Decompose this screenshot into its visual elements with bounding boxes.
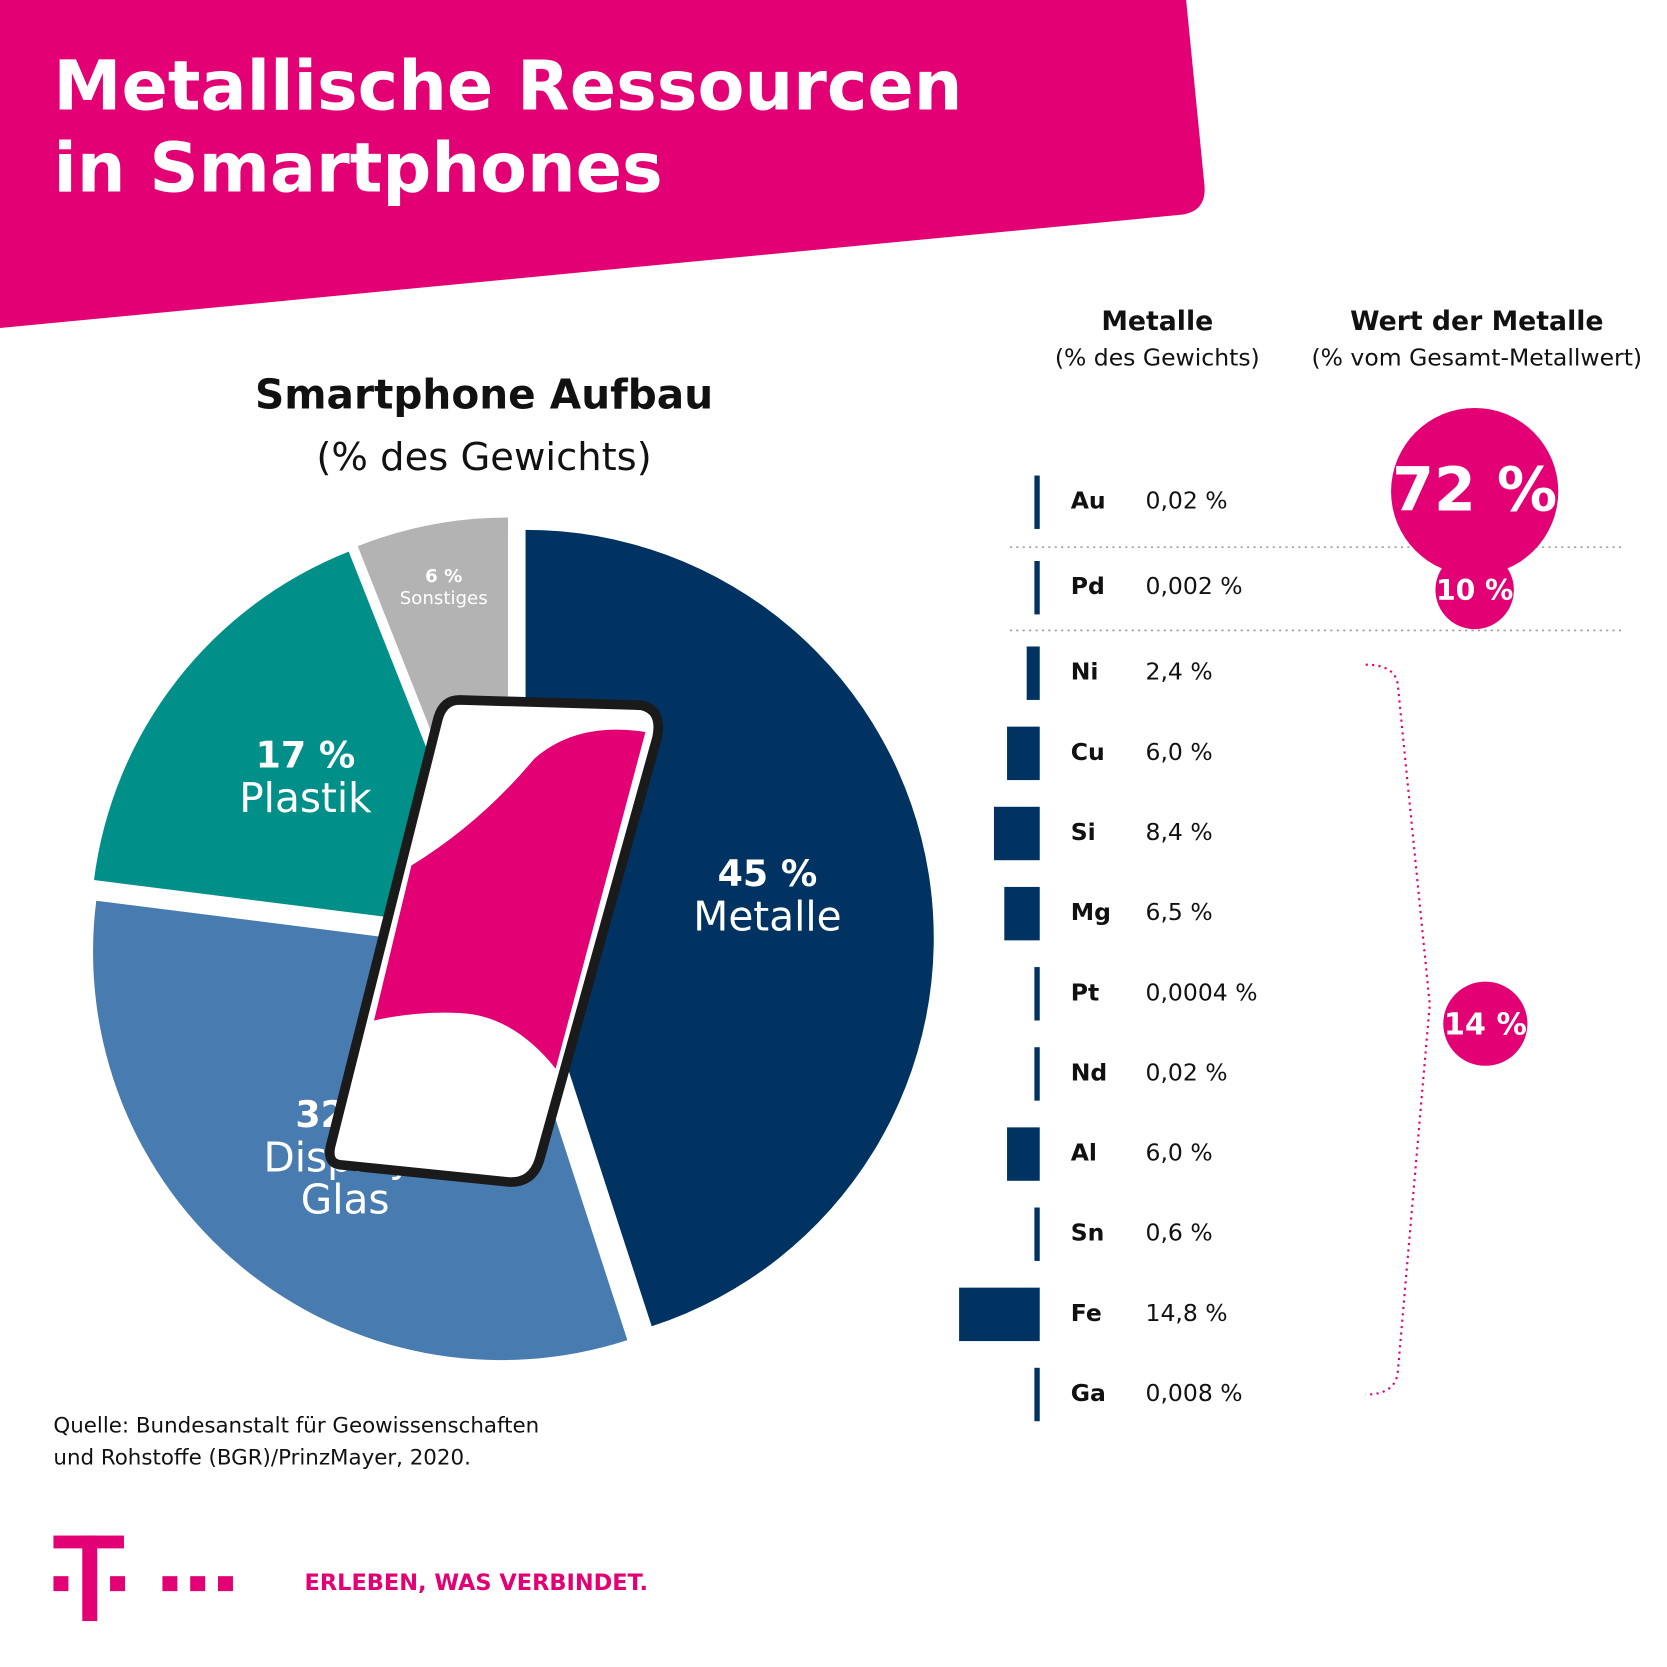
bar (1034, 1207, 1040, 1261)
bar-value-label: 6,0 % (1146, 1139, 1213, 1167)
bar-category-label: Cu (1071, 738, 1105, 766)
bars: Au 0,02 % Pd 0,002 % Ni 2,4 % Cu 6,0 % Si 8,4 % Mg… (959, 475, 1258, 1422)
bar-value-label: 8,4 % (1146, 818, 1213, 846)
bar-value-label: 0,002 % (1146, 572, 1243, 600)
bubble (1435, 550, 1514, 630)
bubble-label: 72 % (1392, 455, 1557, 525)
bar-value-label: 6,5 % (1146, 898, 1213, 926)
bar-title: Metalle (1101, 306, 1213, 337)
bar (1004, 886, 1040, 941)
bar-category-label: Sn (1071, 1219, 1105, 1247)
bar (1034, 475, 1040, 529)
bubble-label: 14 % (1444, 1007, 1527, 1042)
bar-value-label: 0,6 % (1146, 1219, 1213, 1247)
bar-value-label: 0,02 % (1146, 487, 1228, 515)
bar-value-label: 6,0 % (1146, 738, 1213, 766)
pie-subtitle: (% des Gewichts) (316, 435, 651, 480)
bar (1034, 1047, 1040, 1101)
bar-category-label: Pt (1071, 978, 1099, 1006)
phone (324, 695, 663, 1187)
bar-value-label: 0,02 % (1146, 1058, 1228, 1086)
pie-title: Smartphone Aufbau (255, 371, 713, 419)
bubble-title: Wert der Metalle (1350, 306, 1603, 337)
source: und Rohstoffe (BGR)/PrinzMayer, 2020. (53, 1446, 470, 1471)
bar-category-label: Fe (1071, 1299, 1102, 1327)
pie-category-label: Metalle (693, 893, 841, 941)
bar-value-label: 14,8 % (1146, 1299, 1228, 1327)
bar-value-label: 2,4 % (1146, 658, 1213, 686)
title-line: Metallische Ressourcen (53, 47, 962, 126)
bar (993, 806, 1040, 861)
bar (1007, 726, 1040, 781)
pie-value-label: 45 % (718, 852, 818, 895)
bubble (1443, 981, 1528, 1066)
bar-category-label: Mg (1071, 898, 1111, 926)
bar-subtitle: (% des Gewichts) (1055, 344, 1260, 372)
brace (1365, 663, 1431, 1396)
bar-category-label: Ga (1071, 1379, 1106, 1407)
bar-value-label: 0,008 % (1146, 1379, 1243, 1407)
bar-category-label: Al (1071, 1139, 1097, 1167)
bubble-label: 10 % (1436, 574, 1513, 607)
bar (1034, 1367, 1040, 1422)
bar (959, 1287, 1040, 1342)
bar (1007, 1127, 1040, 1181)
pie-value-label: 17 % (256, 733, 356, 776)
bar-category-label: Ni (1071, 658, 1099, 686)
slogan: ERLEBEN, WAS VERBINDET. (305, 1570, 648, 1596)
phone-screen (374, 729, 646, 1069)
bar-category-label: Si (1071, 818, 1096, 846)
bar (1034, 967, 1040, 1021)
pie-slice (93, 551, 499, 932)
pie-category-label: Sonstiges (400, 588, 488, 609)
source: Quelle: Bundesanstalt für Geowissenschaf… (53, 1414, 539, 1439)
bar-category-label: Pd (1071, 572, 1105, 600)
bubbles: 72 % 10 % 14 % (1391, 407, 1559, 1066)
pie-value-label: 6 % (425, 566, 462, 587)
title-line: in Smartphones (53, 130, 662, 209)
logo (53, 1535, 233, 1622)
bubble-subtitle: (% vom Gesamt-Metallwert) (1311, 344, 1642, 372)
bar (1034, 561, 1040, 615)
header-banner (0, 0, 1205, 329)
bubble (1391, 407, 1559, 576)
bar-category-label: Nd (1071, 1058, 1108, 1086)
label-line: Glas (301, 1175, 390, 1223)
pie-category-label: Plastik (239, 774, 372, 822)
bar-value-label: 0,0004 % (1146, 978, 1258, 1006)
bar-category-label: Au (1071, 487, 1106, 515)
bar (1026, 646, 1040, 700)
